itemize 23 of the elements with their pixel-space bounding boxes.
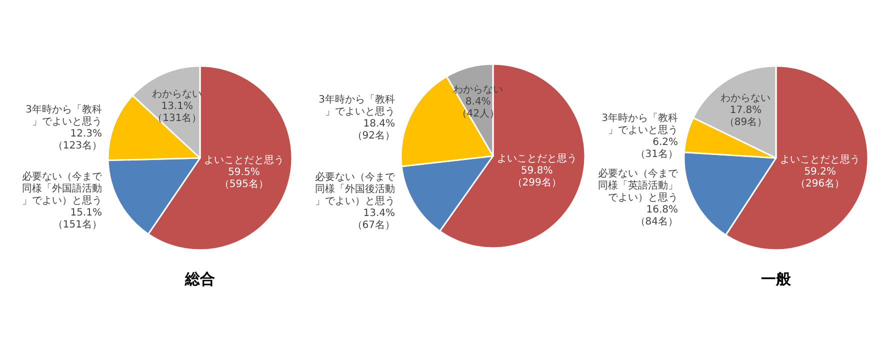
data-label: 59.5% （595名） xyxy=(219,167,269,190)
slice-label: 3年時から「教科」でよいと思う xyxy=(318,93,395,118)
data-label: 18.4% （92名） xyxy=(352,118,395,142)
slice-label: 必要ない（今まで同様「外国後活動」でよい）と思う xyxy=(315,170,396,207)
data-label: 13.4% （67名） xyxy=(352,208,395,231)
slice-label: 必要ない（今まで同様「英語活動」でよい）と思う xyxy=(598,168,679,204)
slice-label: よいことだと思う xyxy=(780,154,860,166)
text: 総合 xyxy=(184,270,215,288)
slice-label: よいことだと思う xyxy=(496,153,577,164)
slice-label: 3年時から「教科」でよいと思う xyxy=(26,104,102,128)
slice-label: よいことだと思う xyxy=(204,155,284,166)
slice-label: 必要ない（今まで同様「外国語活動」でよい）と思う xyxy=(22,170,103,206)
data-label: 59.2% （296名） xyxy=(796,166,845,190)
slice-label: わからない xyxy=(720,93,771,104)
data-label: 13.1% （131名） xyxy=(152,101,202,124)
text: 一般 xyxy=(761,270,792,288)
data-label: 17.8% （89名） xyxy=(724,105,768,128)
data-label: 15.1% （151名） xyxy=(52,207,102,230)
data-label: 6.2% （31名） xyxy=(635,137,678,160)
slice-label: 3年時から「教科」でよいと思う xyxy=(602,112,678,136)
data-label: 12.3% （123名） xyxy=(52,128,102,152)
data-label: 59.8% （299名） xyxy=(512,165,562,188)
data-label: 16.8% （84名） xyxy=(635,204,678,228)
